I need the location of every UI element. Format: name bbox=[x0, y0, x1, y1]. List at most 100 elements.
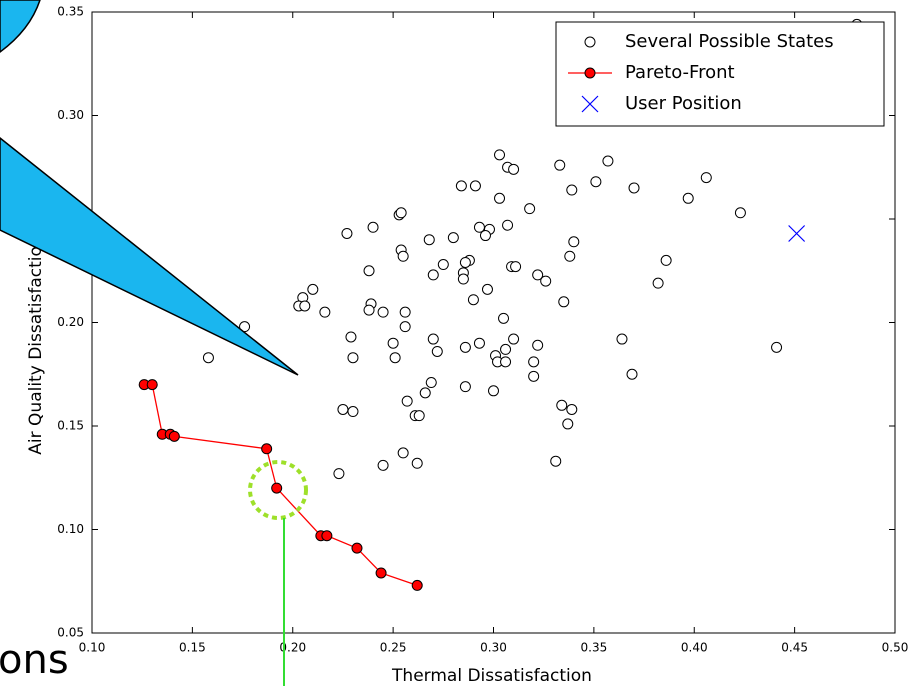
state-point bbox=[626, 368, 638, 380]
highlight-circle bbox=[248, 460, 308, 520]
state-point bbox=[411, 457, 423, 469]
state-point bbox=[556, 399, 568, 411]
x-tick-label: 0.25 bbox=[380, 641, 407, 655]
state-point bbox=[337, 403, 349, 415]
state-point bbox=[399, 306, 411, 318]
state-point bbox=[558, 296, 570, 308]
state-point bbox=[399, 321, 411, 333]
state-point bbox=[363, 304, 375, 316]
state-point bbox=[457, 273, 469, 285]
state-point bbox=[307, 283, 319, 295]
state-point bbox=[473, 337, 485, 349]
y-tick-label: 0.35 bbox=[57, 5, 84, 19]
legend-label: User Position bbox=[625, 93, 742, 114]
state-point bbox=[602, 155, 614, 167]
state-point bbox=[377, 306, 389, 318]
state-point bbox=[459, 256, 471, 268]
state-point bbox=[202, 352, 214, 364]
state-point bbox=[481, 283, 493, 295]
state-point bbox=[347, 406, 359, 418]
state-point bbox=[319, 306, 331, 318]
state-point bbox=[660, 254, 672, 266]
plot: 0.10 0.15 0.20 0.25 0.30 0.35 0.40 0.45 0.50 0.05… bbox=[57, 5, 908, 655]
state-point bbox=[363, 265, 375, 277]
state-point bbox=[437, 259, 449, 271]
state-point bbox=[299, 300, 311, 312]
state-point bbox=[345, 331, 357, 343]
state-point bbox=[423, 234, 435, 246]
overlay-text: ons bbox=[0, 637, 69, 683]
legend-label: Pareto-Front bbox=[625, 62, 735, 83]
legend-marker bbox=[584, 67, 596, 79]
x-tick-label: 0.20 bbox=[279, 641, 306, 655]
y-tick-label: 0.15 bbox=[57, 419, 84, 433]
state-point bbox=[401, 395, 413, 407]
x-tick-label: 0.15 bbox=[179, 641, 206, 655]
state-point bbox=[566, 184, 578, 196]
state-point bbox=[502, 219, 514, 231]
pareto-point bbox=[261, 443, 273, 455]
x-tick-label: 0.10 bbox=[79, 641, 106, 655]
pareto-point bbox=[168, 430, 180, 442]
state-point bbox=[554, 159, 566, 171]
y-tick-label: 0.30 bbox=[57, 108, 84, 122]
state-point bbox=[524, 203, 536, 215]
legend-box bbox=[555, 21, 885, 127]
x-tick-label: 0.40 bbox=[681, 641, 708, 655]
pareto-point bbox=[146, 379, 158, 391]
pareto-point bbox=[411, 579, 423, 591]
pareto-point bbox=[271, 482, 283, 494]
state-point bbox=[427, 333, 439, 345]
state-point bbox=[771, 341, 783, 353]
state-point bbox=[488, 385, 499, 397]
state-point bbox=[494, 149, 506, 161]
state-point bbox=[377, 459, 389, 471]
y-tick-label: 0.05 bbox=[57, 626, 84, 640]
legend: Several Possible States Pareto-Front User … bbox=[555, 21, 885, 127]
legend-marker bbox=[584, 36, 596, 48]
legend-label: Several Possible States bbox=[625, 31, 834, 52]
pareto-point bbox=[351, 542, 363, 554]
state-point bbox=[467, 294, 479, 306]
state-point bbox=[734, 207, 746, 219]
state-point bbox=[500, 356, 512, 368]
state-point bbox=[397, 250, 409, 262]
state-point bbox=[347, 352, 359, 364]
state-point bbox=[682, 192, 694, 204]
state-point bbox=[532, 269, 544, 281]
state-point bbox=[479, 230, 491, 242]
y-axis-label: Air Quality Dissatisfaction bbox=[26, 235, 46, 454]
state-point bbox=[459, 381, 471, 393]
state-point bbox=[427, 269, 439, 281]
state-point bbox=[562, 418, 574, 430]
x-axis-label: Thermal Dissatisfaction bbox=[391, 666, 592, 686]
state-point bbox=[498, 312, 510, 324]
state-point bbox=[494, 192, 506, 204]
overlay: ons bbox=[0, 0, 308, 686]
pareto-point bbox=[321, 530, 333, 542]
y-tick-label: 0.20 bbox=[57, 315, 84, 329]
state-point bbox=[397, 447, 409, 459]
state-point bbox=[413, 410, 425, 422]
x-tick-label: 0.30 bbox=[480, 641, 507, 655]
state-point bbox=[333, 468, 345, 480]
state-point bbox=[367, 221, 379, 233]
state-point bbox=[395, 207, 407, 219]
state-point bbox=[532, 339, 544, 351]
state-point bbox=[425, 377, 437, 389]
callout-bubble bbox=[0, 0, 41, 53]
state-point bbox=[700, 172, 712, 184]
state-point bbox=[564, 250, 576, 262]
state-point bbox=[590, 176, 602, 188]
x-tick-label: 0.35 bbox=[581, 641, 608, 655]
callout-pointer bbox=[0, 137, 299, 376]
state-point bbox=[540, 275, 552, 287]
state-point bbox=[459, 341, 471, 353]
state-point bbox=[628, 182, 640, 194]
legend-x bbox=[581, 95, 599, 113]
state-point bbox=[652, 277, 664, 289]
pareto-point bbox=[375, 567, 387, 579]
state-point bbox=[528, 356, 540, 368]
state-point bbox=[447, 232, 459, 244]
